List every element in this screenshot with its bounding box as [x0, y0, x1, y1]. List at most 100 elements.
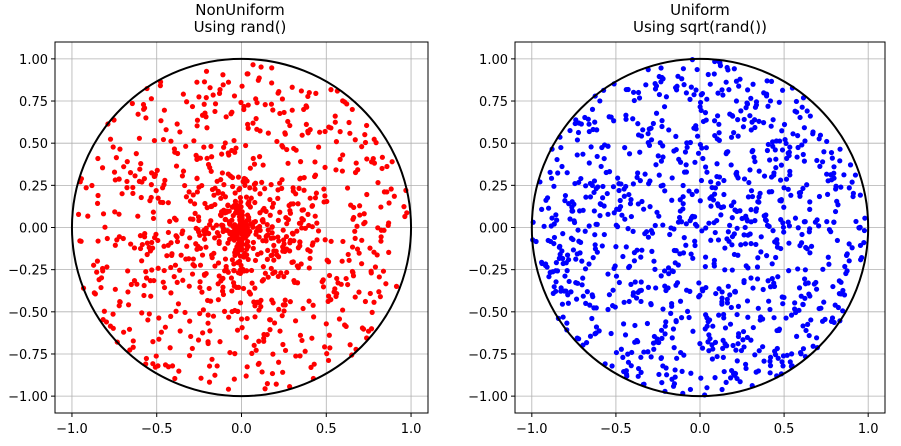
data-point: [138, 194, 144, 201]
data-point: [265, 274, 271, 280]
data-point: [160, 136, 167, 143]
data-point: [143, 115, 149, 121]
data-point: [670, 326, 677, 332]
data-point: [172, 375, 178, 382]
data-point: [359, 237, 365, 243]
data-point: [853, 218, 859, 225]
data-point: [752, 352, 758, 358]
data-point: [745, 314, 751, 320]
data-point: [795, 225, 801, 231]
data-point: [191, 263, 198, 269]
data-point: [694, 133, 701, 139]
data-point: [641, 206, 647, 212]
data-point: [616, 279, 622, 286]
data-point: [167, 218, 173, 224]
data-point: [153, 231, 159, 237]
data-point: [290, 259, 296, 265]
data-point: [663, 365, 669, 371]
data-point: [137, 233, 144, 239]
data-point: [346, 119, 352, 126]
data-point: [117, 146, 123, 152]
data-point: [638, 354, 644, 360]
data-point: [844, 268, 850, 274]
data-point: [738, 242, 744, 248]
data-point: [287, 210, 294, 216]
data-point: [333, 167, 339, 173]
data-point: [219, 288, 226, 294]
y-tick-label: 1.00: [19, 53, 48, 68]
data-point: [305, 93, 311, 100]
data-point: [831, 164, 837, 170]
data-point: [144, 240, 150, 246]
data-point: [638, 369, 644, 375]
data-point: [731, 231, 737, 237]
data-point: [214, 230, 221, 236]
data-point: [837, 146, 843, 152]
data-point: [130, 184, 136, 191]
data-point: [826, 261, 832, 267]
data-point: [275, 195, 281, 201]
data-point: [768, 174, 775, 180]
data-point: [673, 133, 679, 140]
data-point: [687, 96, 693, 102]
data-point: [227, 349, 233, 356]
data-point: [375, 180, 381, 186]
data-point: [568, 235, 575, 241]
data-point: [787, 359, 793, 365]
data-point: [681, 235, 687, 241]
data-point: [262, 386, 268, 392]
y-tick-label: −0.50: [8, 306, 48, 321]
data-point: [771, 315, 777, 321]
unit-circle: [70, 57, 413, 398]
data-point: [202, 236, 208, 242]
data-point: [698, 177, 705, 184]
data-point: [801, 158, 807, 164]
data-point: [748, 275, 754, 281]
data-point: [322, 193, 328, 199]
data-point: [110, 144, 116, 150]
data-point: [583, 300, 589, 306]
data-point: [208, 298, 214, 304]
data-point: [573, 296, 580, 302]
data-point: [799, 231, 805, 238]
data-point: [688, 370, 694, 376]
data-point: [111, 169, 118, 175]
data-point: [324, 351, 330, 357]
data-point: [250, 155, 256, 162]
data-point: [226, 208, 232, 214]
data-point: [626, 298, 632, 305]
data-point: [591, 189, 597, 196]
data-point: [245, 256, 251, 263]
data-point: [128, 241, 134, 247]
data-point: [279, 177, 285, 183]
data-point: [593, 185, 599, 192]
data-point: [816, 223, 822, 229]
chart-subtitle: Using sqrt(rand()): [633, 18, 767, 36]
data-point: [190, 192, 196, 198]
data-point: [211, 250, 217, 256]
data-point: [669, 303, 675, 309]
data-point: [230, 229, 236, 235]
data-point: [632, 279, 638, 285]
data-point: [384, 163, 390, 170]
data-point: [707, 81, 713, 87]
data-point: [222, 140, 228, 146]
data-point: [787, 168, 793, 174]
data-point: [755, 255, 761, 261]
data-point: [785, 186, 791, 192]
data-point: [768, 123, 774, 129]
data-point: [141, 234, 148, 240]
data-point: [263, 237, 269, 243]
data-point: [822, 316, 828, 322]
data-point: [589, 315, 595, 322]
data-point: [717, 63, 724, 69]
data-point: [203, 271, 209, 277]
data-point: [568, 289, 574, 295]
data-point: [564, 252, 571, 258]
data-point: [710, 346, 716, 352]
data-point: [586, 128, 592, 135]
data-point: [658, 273, 664, 279]
data-point: [731, 199, 737, 205]
data-point: [723, 79, 729, 85]
data-point: [281, 274, 287, 280]
